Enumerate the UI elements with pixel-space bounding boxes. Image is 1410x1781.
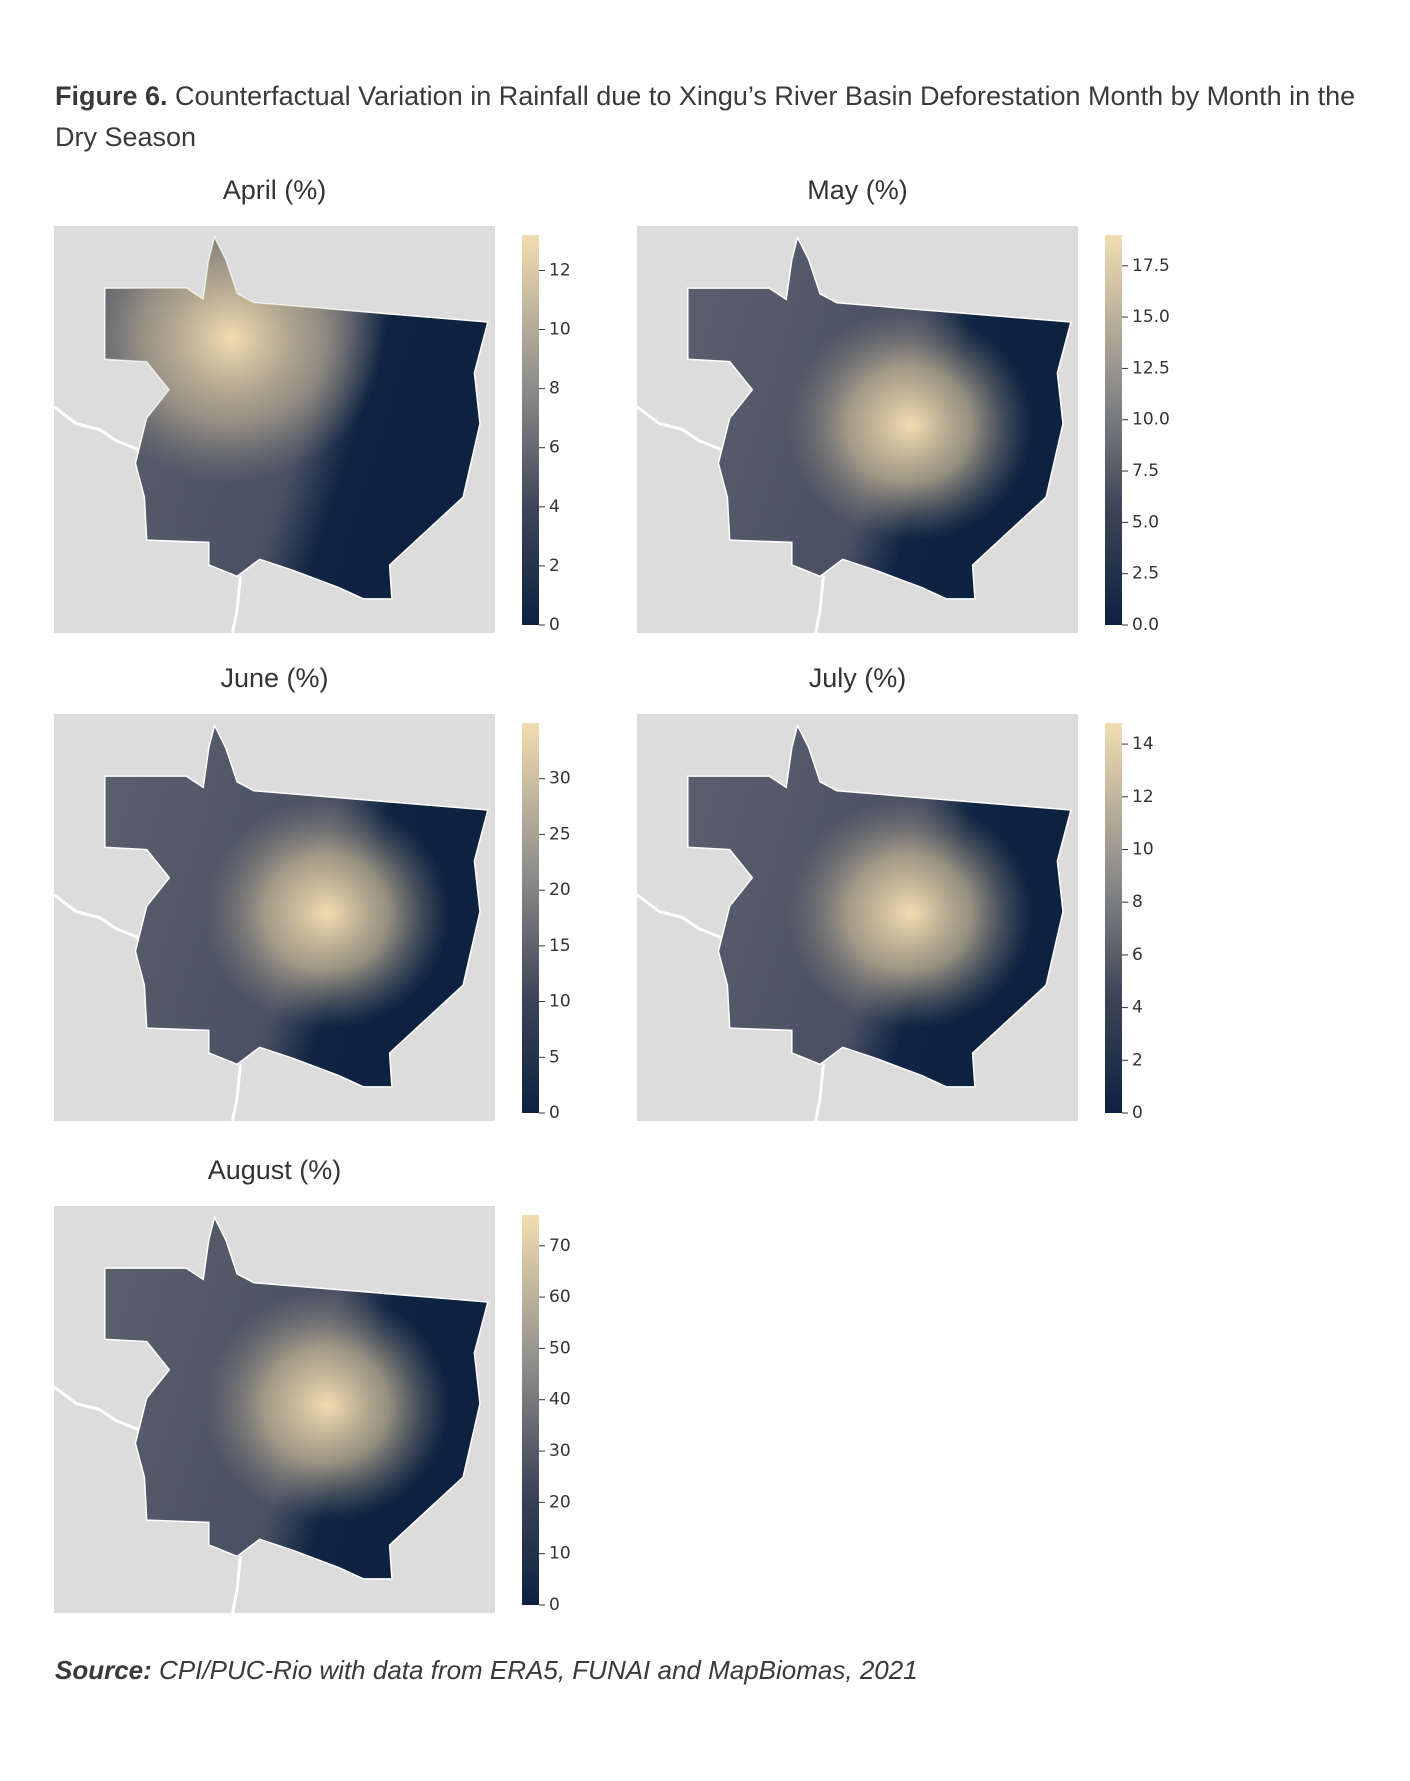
rainfall-hotspot [687, 725, 1071, 1087]
river [53, 405, 145, 454]
colorbar-tick-label: 0 [549, 615, 560, 635]
panel-title: August (%) [208, 1155, 342, 1185]
panel-title: May (%) [807, 175, 908, 205]
colorbar-tick-label: 15.0 [1132, 307, 1170, 327]
colorbar-tick-label: 20 [549, 880, 571, 900]
river [231, 1556, 242, 1614]
source: Source: CPI/PUC-Rio with data from ERA5,… [55, 1655, 918, 1686]
colorbar-tick-label: 0 [549, 1595, 560, 1615]
map-panel: May (%) [636, 175, 1078, 634]
colorbar-tick-label: 60 [549, 1287, 571, 1307]
colorbar-tick-label: 4 [1132, 998, 1143, 1018]
colorbar-tick-label: 12 [549, 260, 571, 280]
map-panel: August (%) [53, 1155, 495, 1614]
colorbar-tick-label: 70 [549, 1236, 571, 1256]
figure-label: Figure 6. [55, 81, 168, 111]
colorbar-tick-label: 40 [549, 1390, 571, 1410]
colorbar [522, 1215, 539, 1605]
source-text: CPI/PUC-Rio with data from ERA5, FUNAI a… [159, 1655, 918, 1685]
panel-title: June (%) [220, 663, 328, 693]
colorbar-tick-label: 30 [549, 769, 571, 789]
map-panel: June (%) [53, 663, 495, 1122]
colorbar-tick-label: 10 [549, 1544, 571, 1564]
rainfall-hotspot [687, 237, 1071, 599]
map-panel: April (%) [53, 175, 495, 634]
source-label: Source: [55, 1655, 152, 1685]
map-panel: July (%) [636, 663, 1078, 1122]
colorbar-tick-label: 7.5 [1132, 461, 1159, 481]
colorbar-tick-label: 0 [549, 1103, 560, 1123]
river [814, 576, 825, 634]
colorbar-tick-label: 2 [1132, 1050, 1143, 1070]
colorbar-tick-label: 5 [549, 1047, 560, 1067]
colorbar-tick-label: 2 [549, 556, 560, 576]
river [231, 1064, 242, 1122]
colorbar-tick-label: 12 [1132, 787, 1154, 807]
colorbar-tick-label: 5.0 [1132, 512, 1159, 532]
panel-title: April (%) [223, 175, 327, 205]
colorbar-tick-label: 10.0 [1132, 410, 1170, 430]
colorbar-tick-label: 4 [549, 497, 560, 517]
colorbar-tick-label: 17.5 [1132, 256, 1170, 276]
colorbar-tick-label: 12.5 [1132, 358, 1170, 378]
colorbar-tick-label: 0 [1132, 1103, 1143, 1123]
colorbar-tick-label: 2.5 [1132, 564, 1159, 584]
colorbar [1105, 235, 1122, 625]
river [814, 1064, 825, 1122]
rainfall-hotspot [104, 237, 488, 599]
colorbar-tick-label: 8 [1132, 892, 1143, 912]
panel-title: July (%) [809, 663, 907, 693]
colorbar-tick-label: 6 [1132, 945, 1143, 965]
colorbar-tick-label: 10 [549, 992, 571, 1012]
colorbar-tick-label: 30 [549, 1441, 571, 1461]
maps: April (%) 0 2 4 6 8 10 12 May (%) 0.0 2.5 5.0 7.5 10.… [53, 175, 1170, 1615]
figure-title: Figure 6. Counterfactual Variation in Ra… [55, 76, 1375, 158]
colorbar-tick-label: 10 [1132, 839, 1154, 859]
colorbar-tick-label: 10 [549, 320, 571, 340]
river [636, 893, 728, 942]
colorbar-tick-label: 15 [549, 936, 571, 956]
colorbar-tick-label: 25 [549, 824, 571, 844]
colorbar-tick-label: 14 [1132, 734, 1154, 754]
river [636, 405, 728, 454]
figure-caption: Counterfactual Variation in Rainfall due… [55, 81, 1356, 152]
river [53, 893, 145, 942]
colorbar-tick-label: 50 [549, 1338, 571, 1358]
rainfall-hotspot [104, 725, 488, 1087]
colorbar-tick-label: 0.0 [1132, 615, 1159, 635]
colorbar-tick-label: 8 [549, 379, 560, 399]
river [53, 1385, 145, 1434]
colorbar [522, 235, 539, 625]
colorbar [522, 723, 539, 1113]
colorbar [1105, 723, 1122, 1113]
rainfall-hotspot [104, 1217, 488, 1579]
colorbar-tick-label: 20 [549, 1492, 571, 1512]
river [231, 576, 242, 634]
colorbar-tick-label: 6 [549, 438, 560, 458]
